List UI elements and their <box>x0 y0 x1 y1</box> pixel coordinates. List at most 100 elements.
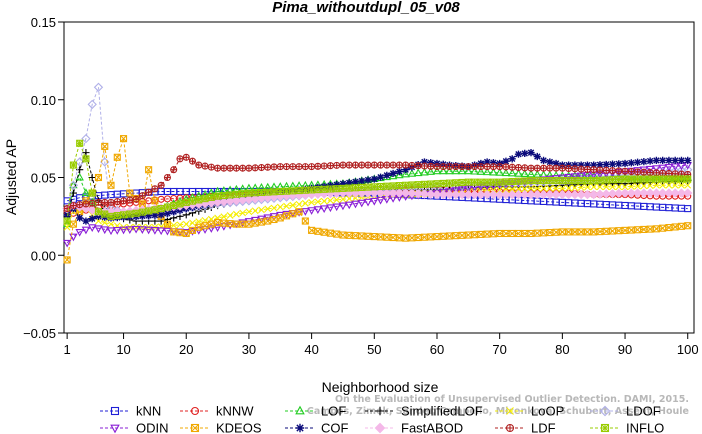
data-point-fastabod-57 <box>413 188 423 199</box>
data-point-ldf-57 <box>414 162 422 170</box>
data-point-inflo-94 <box>646 175 654 183</box>
data-point-inflo-47 <box>351 184 360 192</box>
data-point-loop-28 <box>232 210 240 218</box>
data-point-inflo-93 <box>640 175 648 183</box>
data-point-loop-98 <box>671 181 679 189</box>
data-point-fastabod-100 <box>683 188 693 198</box>
data-point-fastabod-49 <box>363 188 373 198</box>
legend-item-loop: LoOP <box>495 404 564 419</box>
data-point-odin-10 <box>119 226 128 235</box>
data-point-ldf-56 <box>408 161 416 169</box>
legend-marker <box>110 424 120 434</box>
legend-marker <box>190 406 200 416</box>
data-point-loop-31 <box>251 207 259 215</box>
data-point-fastabod-62 <box>444 189 455 200</box>
data-point-ldf-64 <box>458 163 466 171</box>
x-tick-label: 70 <box>492 342 506 357</box>
data-point-loop-40 <box>308 198 316 206</box>
data-point-cof-49 <box>364 176 372 184</box>
data-point-lof-70 <box>495 168 504 176</box>
data-point-loop-8 <box>107 220 115 228</box>
data-point-loop-88 <box>609 183 616 191</box>
data-point-odin-46 <box>344 201 354 210</box>
data-point-odin-44 <box>332 203 341 212</box>
data-point-loop-7 <box>101 219 109 226</box>
data-point-kdeos-72 <box>508 229 516 238</box>
data-point-cof-93 <box>640 158 648 166</box>
data-point-ldf-52 <box>383 161 391 169</box>
data-point-inflo-4 <box>82 155 90 163</box>
x-tick-label: 50 <box>367 342 381 357</box>
data-point-loop-78 <box>546 184 554 192</box>
series-ldf <box>63 153 692 213</box>
data-point-lof-74 <box>520 169 529 178</box>
data-point-inflo-12 <box>132 209 140 217</box>
data-point-inflo-84 <box>583 177 591 185</box>
data-point-kdeos-14 <box>145 166 153 174</box>
legend-item-lof: LOF <box>285 404 346 419</box>
data-point-odin-11 <box>125 226 135 234</box>
data-point-odin-5 <box>87 224 97 233</box>
data-point-loop-45 <box>339 195 347 203</box>
legend-label: LOF <box>321 404 346 419</box>
data-point-ldof-6 <box>93 82 104 92</box>
data-point-loop-76 <box>533 184 541 192</box>
data-point-kdeos-52 <box>383 233 391 241</box>
data-point-ldf-50 <box>370 161 378 169</box>
data-point-odin-97 <box>664 163 674 172</box>
data-point-inflo-33 <box>264 188 272 196</box>
legend-marker <box>375 406 385 416</box>
data-point-cof-55 <box>402 166 410 174</box>
data-point-ldf-45 <box>339 161 347 169</box>
data-point-kdeos-56 <box>408 234 416 242</box>
data-point-kdeos-100 <box>684 222 692 230</box>
data-point-ldf-30 <box>245 164 253 172</box>
data-point-cof-72 <box>508 155 516 163</box>
data-point-ldf-37 <box>289 163 297 171</box>
data-point-ldf-28 <box>232 164 240 172</box>
data-point-loop-97 <box>665 181 673 189</box>
data-point-cof-16 <box>157 211 165 219</box>
data-point-odin-82 <box>570 173 580 181</box>
data-point-cof-95 <box>652 156 660 164</box>
data-point-loop-87 <box>602 183 610 191</box>
data-point-fastabod-92 <box>632 188 643 198</box>
data-point-fastabod-99 <box>676 188 687 198</box>
data-point-inflo-74 <box>521 177 529 185</box>
data-point-ldf-60 <box>433 163 441 171</box>
legend-label: COF <box>321 421 349 434</box>
data-point-ldf-84 <box>583 165 591 173</box>
data-point-loop-73 <box>515 185 522 193</box>
data-point-loop-93 <box>640 182 648 190</box>
data-point-inflo-3 <box>76 139 84 147</box>
legend-marker <box>110 406 120 416</box>
data-point-loop-46 <box>345 195 353 203</box>
x-tick-label: 100 <box>677 342 699 357</box>
data-point-cof-13 <box>138 212 146 220</box>
y-axis: −0.05 0.00 0.05 0.10 0.15 <box>23 15 64 341</box>
data-point-inflo-24 <box>207 193 215 201</box>
data-point-ldf-91 <box>627 168 635 176</box>
data-point-loop-35 <box>276 203 284 211</box>
data-point-odin-23 <box>200 226 210 234</box>
data-point-cof-59 <box>427 159 435 167</box>
data-point-lof-69 <box>489 167 498 176</box>
data-point-ldf-42 <box>320 162 328 170</box>
data-point-odin-12 <box>131 225 141 234</box>
data-point-ldf-78 <box>546 164 554 172</box>
data-point-odin-1 <box>62 239 72 248</box>
data-point-ldf-85 <box>590 166 598 174</box>
legend-item-fastabod: FastABOD <box>365 421 463 434</box>
data-point-cof-99 <box>677 156 686 164</box>
data-point-odin-95 <box>652 165 661 173</box>
data-point-loop-83 <box>577 184 585 191</box>
data-point-inflo-73 <box>514 177 523 185</box>
data-point-inflo-100 <box>684 175 692 183</box>
data-point-cof-52 <box>383 171 391 179</box>
data-point-fastabod-81 <box>563 189 574 200</box>
data-point-fastabod-97 <box>664 188 674 198</box>
x-tick-label: 30 <box>242 342 256 357</box>
data-point-kdeos-34 <box>270 215 278 224</box>
data-point-ldf-61 <box>439 163 447 171</box>
y-tick-label: 0.05 <box>31 171 56 186</box>
